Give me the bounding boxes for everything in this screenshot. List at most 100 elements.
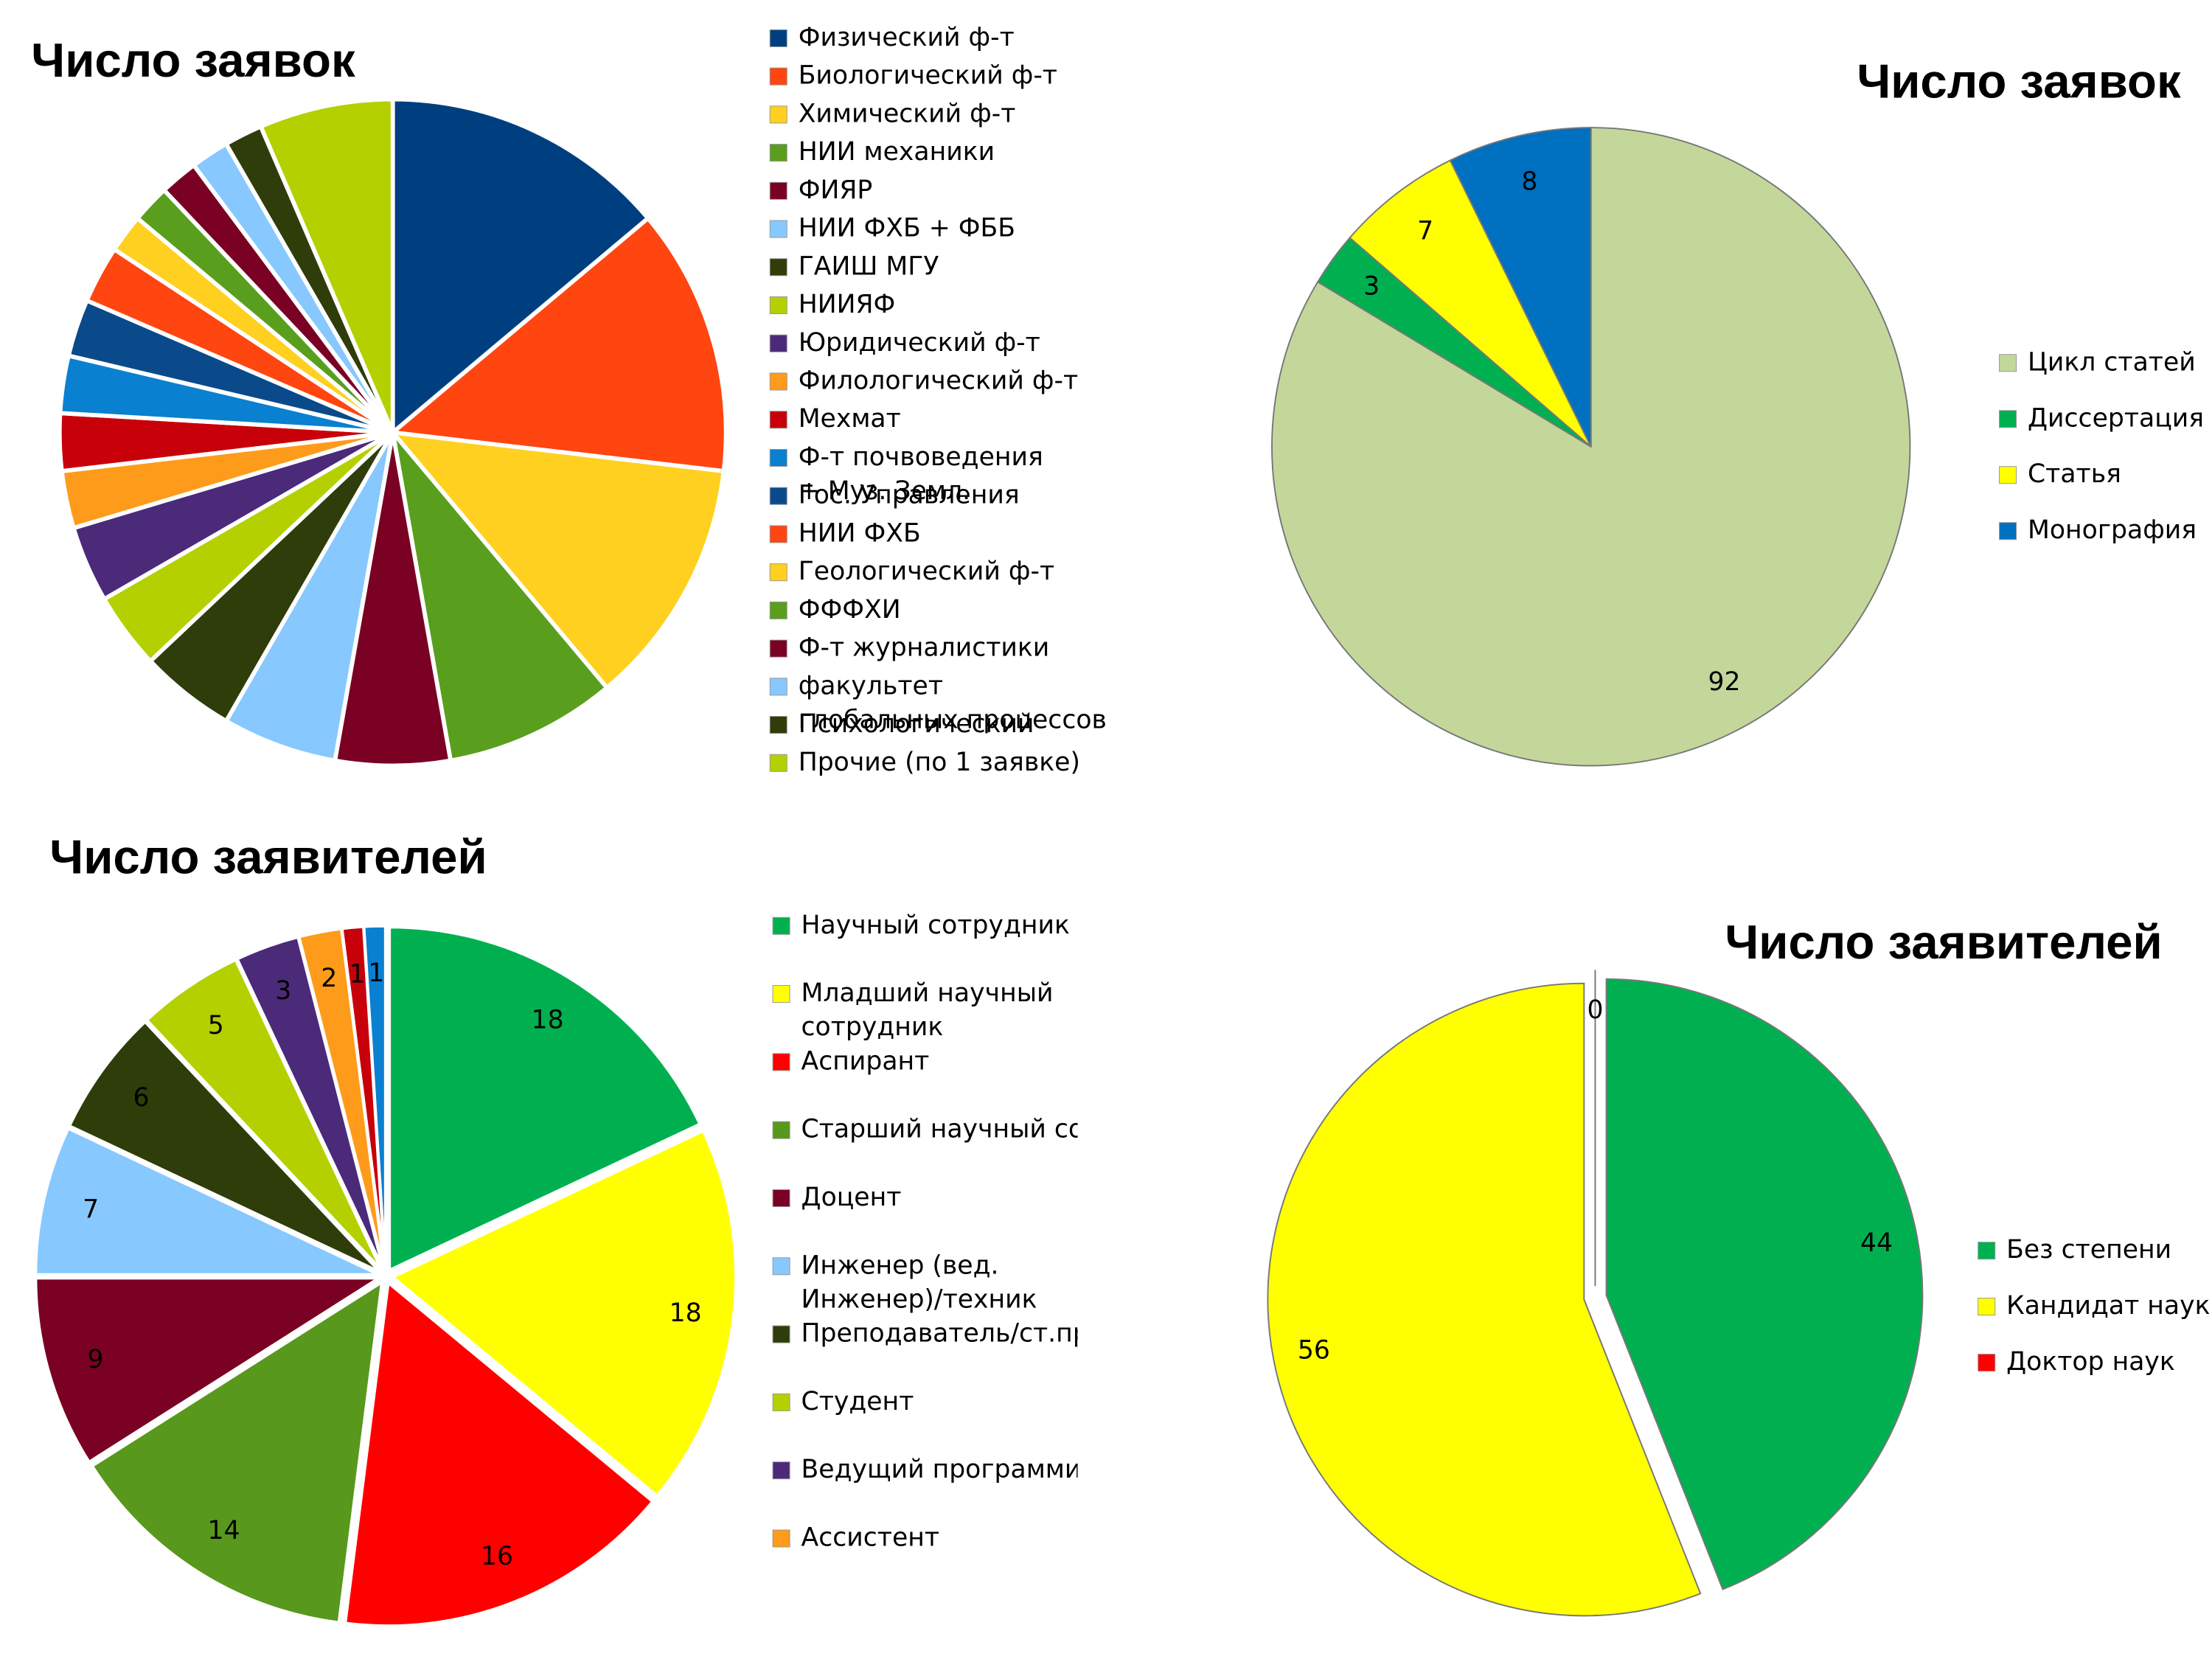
- legend-label: Младший научный сотрудник: [801, 978, 1062, 1042]
- pie-slice: [1349, 159, 1592, 448]
- legend-swatch: [1978, 1354, 1996, 1372]
- legend-label: Доктор наук: [2006, 1347, 2175, 1377]
- legend-swatch: [769, 754, 787, 772]
- data-label: 7: [83, 1194, 99, 1224]
- legend-label: Юридический ф-т: [799, 328, 1040, 358]
- chart-title: Число заявок: [31, 33, 355, 87]
- legend-label: Без степени: [2006, 1235, 2171, 1265]
- legend-swatch: [769, 601, 787, 619]
- pie-slice: [90, 1279, 384, 1624]
- pie-slice: [1267, 982, 1702, 1617]
- legend-swatch: [769, 67, 787, 86]
- pie-slice: [223, 431, 395, 763]
- data-label: 56: [1298, 1335, 1330, 1365]
- legend: Физический ф-т Биологический ф-т Химически…: [769, 23, 1107, 777]
- legend-swatch: [772, 1121, 790, 1139]
- legend-label: Старший научный сот: [801, 1115, 1099, 1144]
- pie-slice: [145, 958, 383, 1272]
- pie-slice: [1449, 127, 1592, 448]
- pie-slice: [257, 97, 395, 434]
- legend-label: ФИЯР: [799, 175, 873, 205]
- legend-label: Кандидат наук: [2006, 1291, 2210, 1321]
- legend-label: Статья: [2028, 459, 2121, 489]
- data-label: 14: [207, 1516, 240, 1545]
- legend-label: Доцент: [801, 1183, 902, 1212]
- chart-title: Число заявителей: [49, 830, 487, 884]
- legend-label: Научный сотрудник: [801, 911, 1070, 940]
- data-label: 18: [669, 1298, 702, 1328]
- legend-swatch: [769, 639, 787, 658]
- legend-label: ФФФХИ: [799, 595, 901, 625]
- data-label: 44: [1860, 1228, 1893, 1258]
- legend-swatch: [1999, 522, 2017, 540]
- pie-slice: [332, 432, 453, 768]
- pie-slice: [388, 925, 702, 1273]
- data-label: 8: [1521, 167, 1537, 197]
- pie-slice: [390, 97, 651, 437]
- data-label: 2: [321, 964, 337, 993]
- legend-label: Ведущий программис: [801, 1455, 1096, 1484]
- legend-label: Гос. Управления: [799, 481, 1020, 510]
- pie-slice: [387, 215, 728, 474]
- legend-swatch: [769, 220, 787, 238]
- legend-swatch: [769, 144, 787, 162]
- data-label: 3: [1363, 272, 1380, 302]
- legend-swatch: [769, 487, 787, 505]
- legend-label: Ассистент: [801, 1523, 940, 1553]
- data-label: 1: [349, 960, 365, 990]
- pie-slice: [34, 1126, 380, 1276]
- data-label: 0: [1587, 995, 1603, 1025]
- legend-swatch: [769, 105, 787, 124]
- data-label: 7: [1417, 217, 1433, 246]
- pie-slice: [344, 1279, 655, 1627]
- pie-slice: [389, 425, 611, 763]
- chart-title: Число заявителей: [1725, 915, 2162, 969]
- pie-slice: [387, 429, 726, 691]
- legend-swatch: [769, 448, 787, 467]
- legend-swatch: [772, 985, 790, 1004]
- legend-swatch: [772, 1393, 790, 1411]
- pie-slice: [34, 1276, 384, 1464]
- legend: Без степени Кандидат наук Доктор наук: [1978, 1235, 2211, 1377]
- legend-label: НИИ ФХБ: [799, 518, 921, 548]
- legend-swatch: [769, 411, 787, 429]
- legend-label: Геологический ф-т: [799, 557, 1054, 586]
- legend-label: Монография: [2028, 515, 2197, 545]
- data-label: 92: [1708, 667, 1741, 697]
- legend-swatch: [1978, 1242, 1996, 1260]
- legend-label: НИИ механики: [799, 137, 995, 167]
- legend-swatch: [769, 334, 787, 352]
- legend-label: Аспирант: [801, 1046, 930, 1076]
- pie-slice: [1605, 978, 1924, 1590]
- legend-swatch: [769, 29, 787, 47]
- legend-swatch: [1999, 466, 2017, 484]
- legend-label: ГАИШ МГУ: [799, 251, 939, 281]
- legend-swatch: [772, 1257, 790, 1276]
- chart-title: Число заявок: [1857, 55, 2181, 108]
- legend-swatch: [769, 563, 787, 582]
- legend-label: Ф-т почвоведения + Муз. Земл.: [799, 442, 1051, 506]
- legend-label: Прочие (по 1 заявке): [799, 748, 1080, 777]
- legend-swatch: [772, 917, 790, 935]
- legend: Научный сотрудник Младший научный сотрудн…: [772, 911, 1099, 1553]
- legend-label: факультет глобальных процессов: [799, 671, 1107, 734]
- data-label: 1: [368, 959, 384, 988]
- legend-label: Цикл статей: [2028, 347, 2196, 377]
- legend-label: НИИ ФХБ + ФББ: [799, 214, 1015, 243]
- legend-swatch: [1999, 354, 2017, 372]
- legend-swatch: [769, 296, 787, 315]
- legend-label: Физический ф-т: [799, 23, 1015, 52]
- legend-swatch: [772, 1189, 790, 1208]
- legend-label: Филологический ф-т: [799, 366, 1078, 396]
- legend-swatch: [772, 1529, 790, 1548]
- legend-label: Студент: [801, 1387, 914, 1416]
- legend-label: Инженер (вед. Инженер)/техник: [801, 1251, 1037, 1314]
- data-label: 18: [532, 1006, 564, 1035]
- data-label: 9: [87, 1345, 103, 1374]
- pie-slice: [390, 1129, 737, 1498]
- legend-label: НИИЯФ: [799, 290, 896, 319]
- pie-slice: [67, 1020, 381, 1273]
- legend-swatch: [772, 1461, 790, 1480]
- legend-swatch: [769, 525, 787, 543]
